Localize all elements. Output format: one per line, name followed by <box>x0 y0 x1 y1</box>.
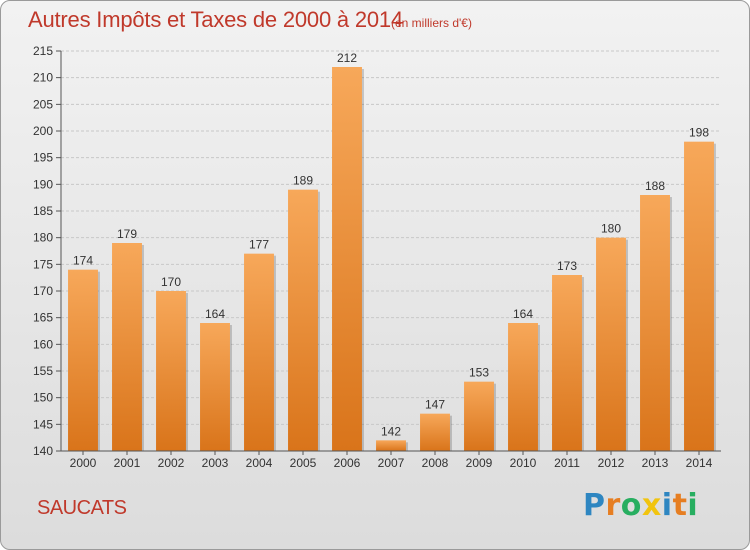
x-tick-label: 2005 <box>290 456 317 470</box>
bar <box>420 413 450 451</box>
y-tick-label: 215 <box>33 44 53 58</box>
data-label: 180 <box>601 222 621 236</box>
bar <box>464 381 494 451</box>
logo-letter: x <box>641 488 662 523</box>
data-label: 164 <box>513 307 533 321</box>
logo-letter: P <box>583 488 606 523</box>
bars <box>68 67 716 451</box>
y-tick-label: 195 <box>33 151 53 165</box>
data-label: 189 <box>293 174 313 188</box>
logo-letter: i <box>661 488 673 523</box>
x-tick-label: 2003 <box>202 456 229 470</box>
bar <box>332 67 362 451</box>
data-label: 174 <box>73 254 93 268</box>
x-tick-label: 2010 <box>510 456 537 470</box>
x-tick-label: 2013 <box>642 456 669 470</box>
data-label: 153 <box>469 366 489 380</box>
x-tick-label: 2007 <box>378 456 405 470</box>
data-label: 177 <box>249 238 269 252</box>
data-label: 198 <box>689 126 709 140</box>
y-tick-label: 175 <box>33 257 53 271</box>
x-tick-label: 2000 <box>70 456 97 470</box>
x-tick-label: 2012 <box>598 456 625 470</box>
bar <box>244 253 274 451</box>
y-tick-label: 180 <box>33 231 53 245</box>
x-tick-label: 2001 <box>114 456 141 470</box>
y-tick-label: 200 <box>33 124 53 138</box>
x-tick-label: 2006 <box>334 456 361 470</box>
x-tick-label: 2011 <box>554 456 580 470</box>
data-label: 212 <box>337 51 357 65</box>
logo-letter: i <box>687 488 699 523</box>
chart-subtitle: (en milliers d'€) <box>391 16 472 30</box>
data-label: 164 <box>205 307 225 321</box>
y-tick-label: 190 <box>33 177 53 191</box>
proxiti-logo: Proxiti <box>583 488 698 523</box>
x-tick-label: 2008 <box>422 456 449 470</box>
bar <box>596 237 626 451</box>
y-tick-label: 170 <box>33 284 53 298</box>
bar <box>112 243 142 451</box>
bar <box>288 189 318 451</box>
labels: 1401451501551601651701751801851901952002… <box>33 44 713 470</box>
y-tick-label: 165 <box>33 311 53 325</box>
y-tick-label: 145 <box>33 417 53 431</box>
x-tick-label: 2014 <box>686 456 713 470</box>
logo-letter: t <box>672 488 688 523</box>
data-label: 188 <box>645 179 665 193</box>
logo-letter: o <box>620 488 642 523</box>
bar <box>640 195 670 451</box>
axes <box>56 50 721 455</box>
bar <box>508 323 538 451</box>
chart-title: Autres Impôts et Taxes de 2000 à 2014 <box>28 7 404 32</box>
data-label: 179 <box>117 227 137 241</box>
x-tick-label: 2002 <box>158 456 185 470</box>
data-label: 142 <box>381 424 401 438</box>
x-tick-label: 2009 <box>466 456 493 470</box>
y-tick-label: 155 <box>33 364 53 378</box>
data-label: 170 <box>161 275 181 289</box>
bar <box>156 291 186 451</box>
y-tick-label: 205 <box>33 97 53 111</box>
logo-letter: r <box>605 488 621 523</box>
data-label: 173 <box>557 259 577 273</box>
bar <box>200 323 230 451</box>
data-label: 147 <box>425 398 445 412</box>
commune-name: SAUCATS <box>37 497 127 519</box>
y-tick-label: 210 <box>33 71 53 85</box>
y-tick-label: 150 <box>33 391 53 405</box>
x-tick-label: 2004 <box>246 456 273 470</box>
y-tick-label: 140 <box>33 444 53 458</box>
bar <box>68 269 98 451</box>
bar <box>552 275 582 451</box>
bar <box>684 141 714 451</box>
bar <box>376 440 406 451</box>
y-tick-label: 160 <box>33 337 53 351</box>
y-tick-label: 185 <box>33 204 53 218</box>
